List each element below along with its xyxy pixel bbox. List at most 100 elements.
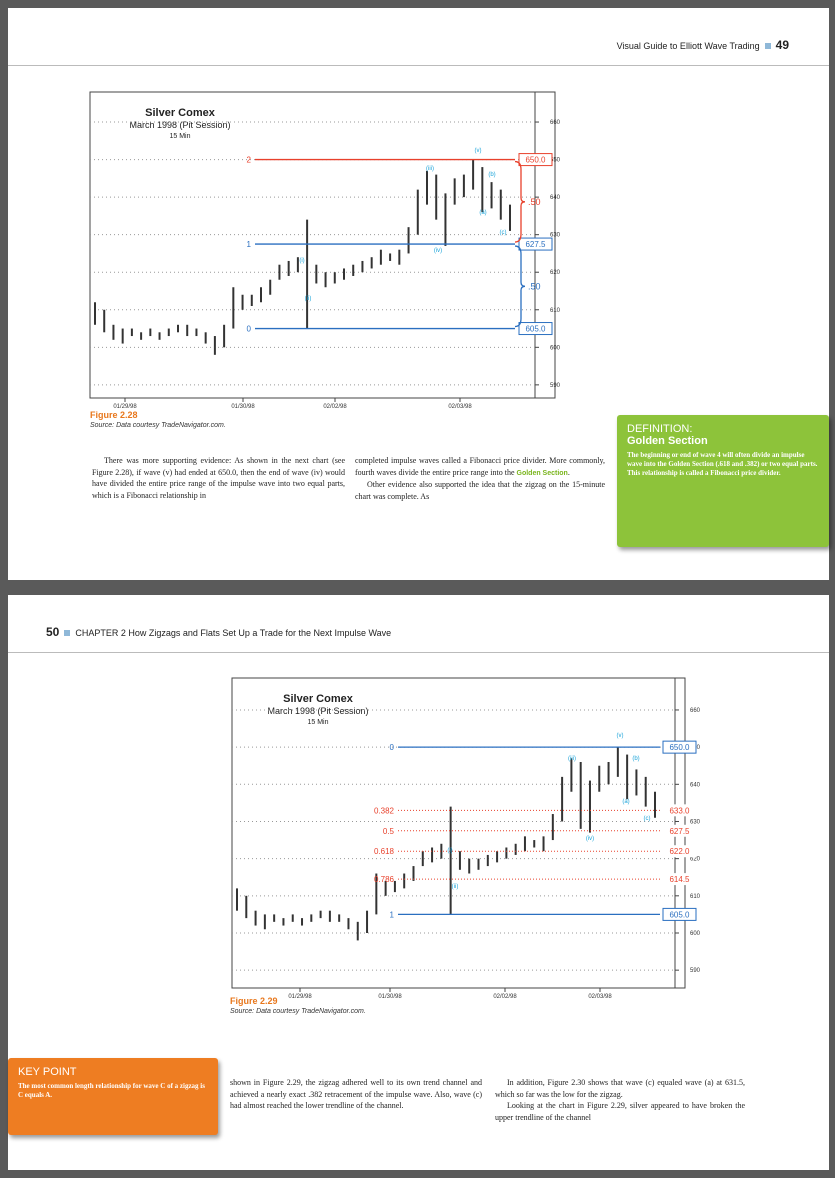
y-tick-label: 660 xyxy=(690,708,701,714)
level-label: 1 xyxy=(390,910,395,919)
chart-subtitle: March 1998 (Pit Session) xyxy=(267,706,368,716)
level-label: 0 xyxy=(247,325,252,334)
running-header: 50 CHAPTER 2 How Zigzags and Flats Set Up… xyxy=(46,625,391,639)
x-tick-label: 02/02/98 xyxy=(323,404,347,410)
x-tick-label: 02/03/98 xyxy=(588,994,612,1000)
level-value: 605.0 xyxy=(669,910,690,919)
page-number: 49 xyxy=(775,38,789,52)
definition-box: DEFINITION: Golden Section The beginning… xyxy=(617,415,829,547)
y-tick-label: 610 xyxy=(690,894,701,900)
paragraph: In addition, Figure 2.30 shows that wave… xyxy=(495,1078,745,1099)
key-point-box: KEY POINT The most common length relatio… xyxy=(8,1058,218,1135)
y-tick-label: 660 xyxy=(550,120,561,126)
value-box xyxy=(518,237,553,251)
level-value: 650.0 xyxy=(525,156,546,165)
y-tick-label: 630 xyxy=(550,233,561,239)
wave-label: (i) xyxy=(299,258,304,264)
text-column: There was more supporting evidence: As s… xyxy=(92,455,345,501)
box-text: The beginning or end of wave 4 will ofte… xyxy=(627,451,818,477)
value-box xyxy=(663,804,696,817)
y-tick-label: 590 xyxy=(690,968,701,974)
y-tick-label: 600 xyxy=(690,931,701,937)
box-kind: DEFINITION: xyxy=(627,423,693,435)
y-tick-label: 640 xyxy=(550,195,561,201)
y-tick-label: 610 xyxy=(550,308,561,314)
chart-interval: 15 Min xyxy=(307,719,328,726)
text: . xyxy=(567,467,570,477)
text-column: completed impulse waves called a Fibonac… xyxy=(355,455,605,502)
chart-frame xyxy=(231,677,686,989)
level-label: 0.5 xyxy=(383,827,395,836)
wave-label: (b) xyxy=(632,756,639,762)
header-rule xyxy=(8,652,829,653)
figure-source: Source: Data courtesy TradeNavigator.com… xyxy=(230,1008,366,1015)
text-column: shown in Figure 2.29, the zigzag adhered… xyxy=(230,1077,482,1112)
bracket-label: .50 xyxy=(528,281,541,291)
value-box xyxy=(662,740,697,754)
wave-label: (c) xyxy=(500,230,507,236)
paragraph: Looking at the chart in Figure 2.29, sil… xyxy=(495,1101,745,1122)
chart-title: Silver Comex xyxy=(145,107,216,119)
level-value: 605.0 xyxy=(525,325,546,334)
y-tick-label: 620 xyxy=(550,270,561,276)
wave-label: (a) xyxy=(479,210,486,216)
paragraph: There was more supporting evidence: As s… xyxy=(92,456,345,500)
level-label: 0.618 xyxy=(374,847,395,856)
wave-label: (iii) xyxy=(568,756,576,762)
level-label: 0.382 xyxy=(374,806,395,815)
bracket-label: .50 xyxy=(528,197,541,207)
wave-label: (c) xyxy=(644,816,651,822)
wave-label: (a) xyxy=(622,799,629,805)
value-box xyxy=(662,907,697,921)
value-box xyxy=(663,845,696,858)
text: completed impulse waves called a Fibonac… xyxy=(355,456,605,477)
chapter-title: CHAPTER 2 How Zigzags and Flats Set Up a… xyxy=(75,628,392,638)
figure-caption: Figure 2.29 xyxy=(230,996,278,1006)
paragraph: shown in Figure 2.29, the zigzag adhered… xyxy=(230,1078,482,1110)
chart-subtitle: March 1998 (Pit Session) xyxy=(129,120,230,130)
wave-label: (v) xyxy=(617,733,624,739)
level-value: 633.0 xyxy=(669,806,690,815)
box-kind: KEY POINT xyxy=(18,1066,77,1078)
y-tick-label: 620 xyxy=(690,857,701,863)
y-tick-label: 600 xyxy=(550,345,561,351)
value-box xyxy=(518,322,553,336)
value-box xyxy=(663,873,696,886)
box-term: Golden Section xyxy=(627,435,708,447)
level-value: 627.5 xyxy=(525,240,546,249)
bracket xyxy=(514,160,526,243)
y-tick-label: 650 xyxy=(550,158,561,164)
text-column: In addition, Figure 2.30 shows that wave… xyxy=(495,1077,745,1123)
box-text: The most common length relationship for … xyxy=(18,1082,205,1099)
running-header: Visual Guide to Elliott Wave Trading 49 xyxy=(617,38,789,52)
figure-caption: Figure 2.28 xyxy=(90,410,138,420)
y-tick-label: 630 xyxy=(690,819,701,825)
chart-interval: 15 Min xyxy=(169,133,190,140)
level-value: 622.0 xyxy=(669,847,690,856)
wave-label: (ii) xyxy=(452,884,459,890)
paragraph: completed impulse waves called a Fibonac… xyxy=(355,455,605,479)
wave-label: (iv) xyxy=(586,836,594,842)
x-tick-label: 02/02/98 xyxy=(493,994,517,1000)
level-label: 0.786 xyxy=(374,875,395,884)
level-value: 650.0 xyxy=(669,743,690,752)
level-label: 0 xyxy=(390,743,395,752)
wave-label: (i) xyxy=(447,848,452,854)
figure-source: Source: Data courtesy TradeNavigator.com… xyxy=(90,422,226,429)
x-tick-label: 01/30/98 xyxy=(231,404,255,410)
header-rule xyxy=(8,65,829,66)
value-box xyxy=(663,824,696,837)
chart-title: Silver Comex xyxy=(283,693,354,705)
level-label: 2 xyxy=(247,156,252,165)
y-tick-label: 640 xyxy=(690,782,701,788)
book-title: Visual Guide to Elliott Wave Trading xyxy=(616,41,760,51)
level-value: 614.5 xyxy=(669,875,690,884)
wave-label: (iii) xyxy=(426,166,434,172)
page-number: 50 xyxy=(46,625,60,639)
wave-label: (ii) xyxy=(305,296,312,302)
x-tick-label: 01/29/98 xyxy=(113,404,137,410)
paragraph: Other evidence also supported the idea t… xyxy=(355,480,605,501)
term: Golden Section xyxy=(516,469,568,477)
